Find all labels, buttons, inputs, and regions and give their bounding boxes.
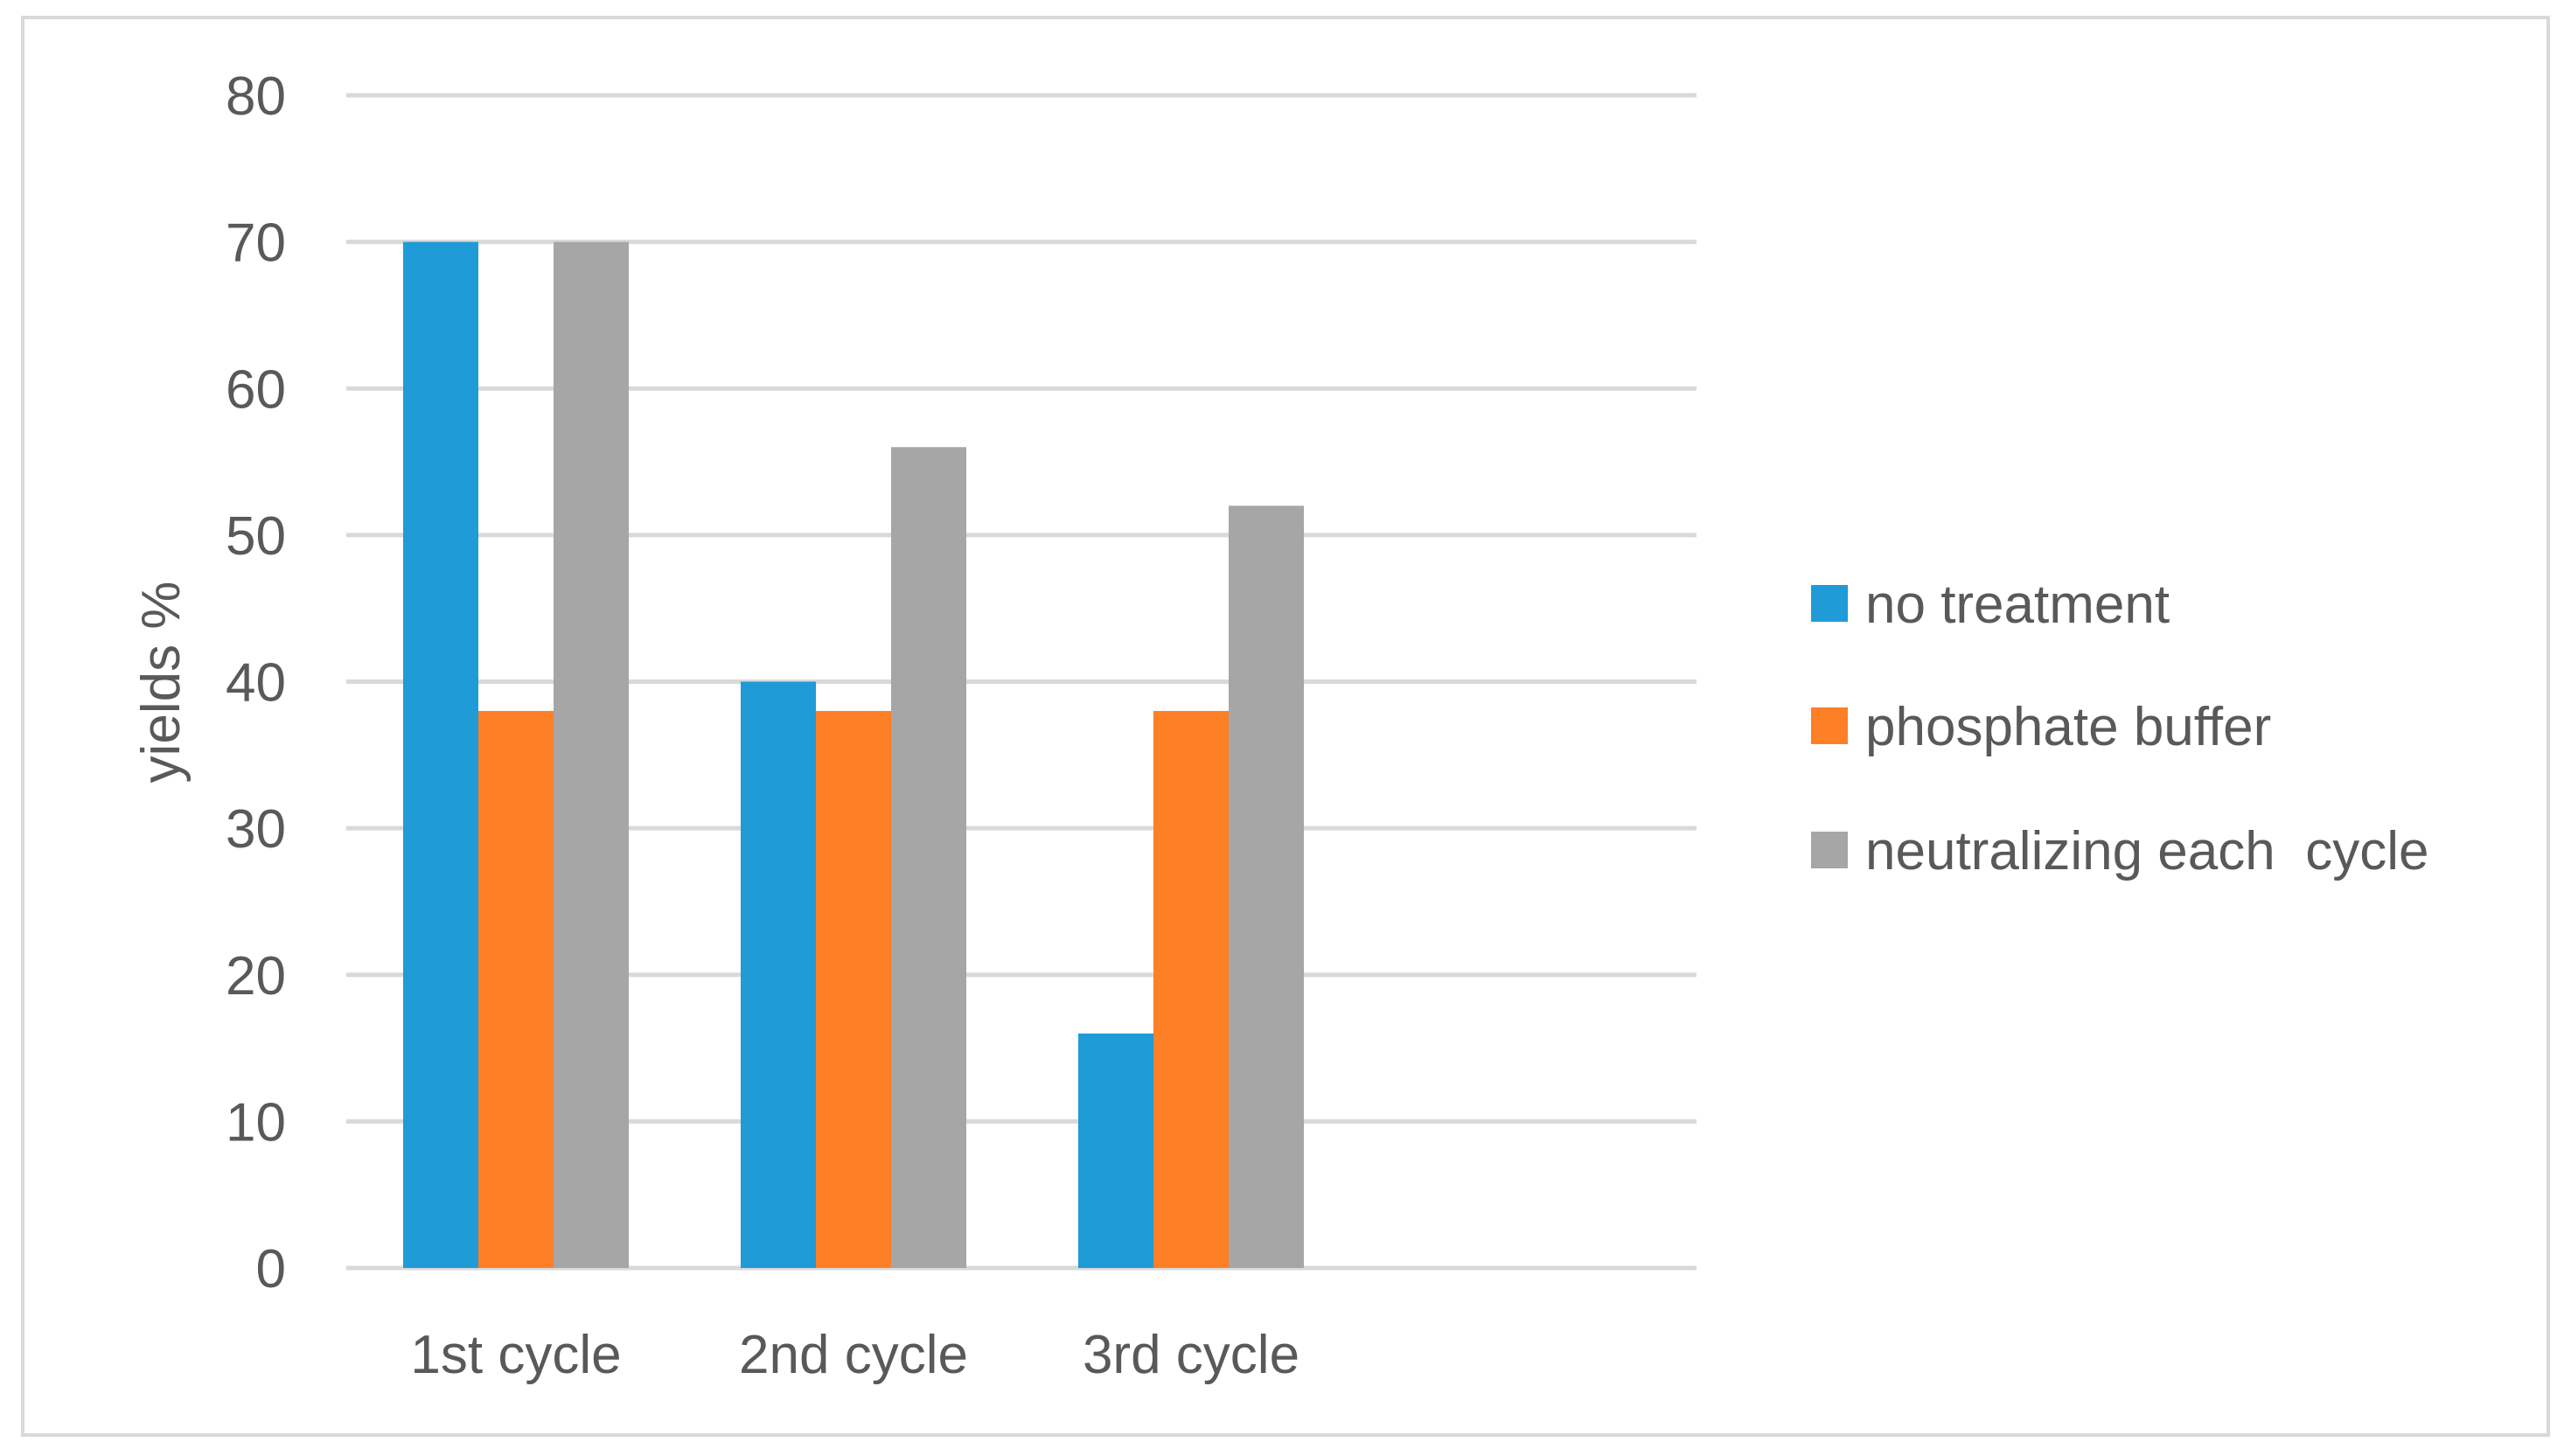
y-tick-label: 50 [226, 506, 286, 567]
y-tick-label: 40 [226, 653, 286, 714]
bars [403, 241, 1304, 1268]
x-tick-label: 3rd cycle [1083, 1325, 1299, 1385]
x-axis-ticks: 1st cycle 2nd cycle 3rd cycle [410, 1325, 1299, 1385]
bar-1-3 [1078, 1033, 1153, 1268]
y-tick-label: 30 [226, 799, 286, 860]
legend-label: no treatment [1865, 575, 2170, 635]
y-tick-label: 60 [226, 359, 286, 420]
bar-1-1 [403, 241, 478, 1268]
x-tick-label: 2nd cycle [739, 1325, 968, 1385]
bar-2-1 [478, 711, 554, 1268]
y-tick-label: 80 [226, 66, 286, 127]
legend-swatch [1811, 707, 1848, 744]
legend-label: neutralizing each cycle [1865, 821, 2428, 881]
y-tick-label: 70 [226, 213, 286, 274]
bar-2-2 [816, 711, 891, 1268]
y-axis-ticks: 0 10 20 30 40 50 60 70 80 [226, 66, 286, 1299]
legend-swatch [1811, 832, 1848, 868]
bar-3-3 [1229, 505, 1304, 1268]
legend-label: phosphate buffer [1865, 697, 2271, 757]
bar-3-1 [554, 241, 629, 1268]
legend-swatch [1811, 585, 1848, 622]
y-tick-label: 20 [226, 946, 286, 1007]
x-tick-label: 1st cycle [410, 1325, 621, 1385]
y-axis-title: yields % [131, 582, 192, 784]
legend: no treatment phosphate buffer neutralizing… [1811, 575, 2428, 881]
bar-1-2 [741, 681, 816, 1268]
bar-3-2 [891, 447, 966, 1268]
bar-2-3 [1153, 711, 1229, 1268]
y-tick-label: 10 [226, 1092, 286, 1153]
y-tick-label: 0 [256, 1239, 286, 1299]
